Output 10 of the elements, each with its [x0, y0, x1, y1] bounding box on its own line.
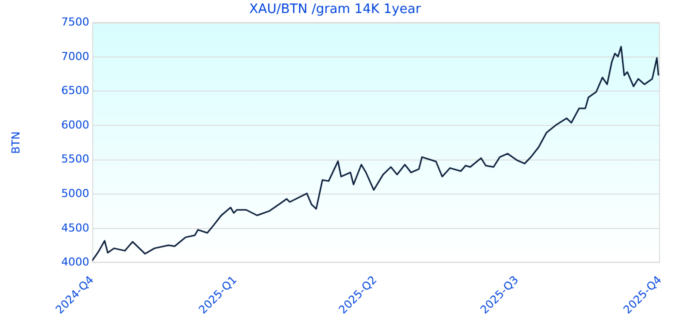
y-tick-label: 4500 — [61, 221, 90, 234]
y-axis-title: BTN — [9, 131, 22, 154]
y-tick-label: 4000 — [61, 256, 90, 269]
y-tick-label: 6500 — [61, 84, 90, 98]
y-tick-label: 6000 — [61, 118, 90, 132]
y-tick-label: 7000 — [61, 50, 90, 63]
y-tick-label: 5500 — [61, 152, 90, 166]
y-tick-label: 7500 — [61, 15, 90, 28]
y-tick-label: 5000 — [61, 186, 90, 200]
chart-title: XAU/BTN /gram 14K 1year — [249, 2, 422, 18]
